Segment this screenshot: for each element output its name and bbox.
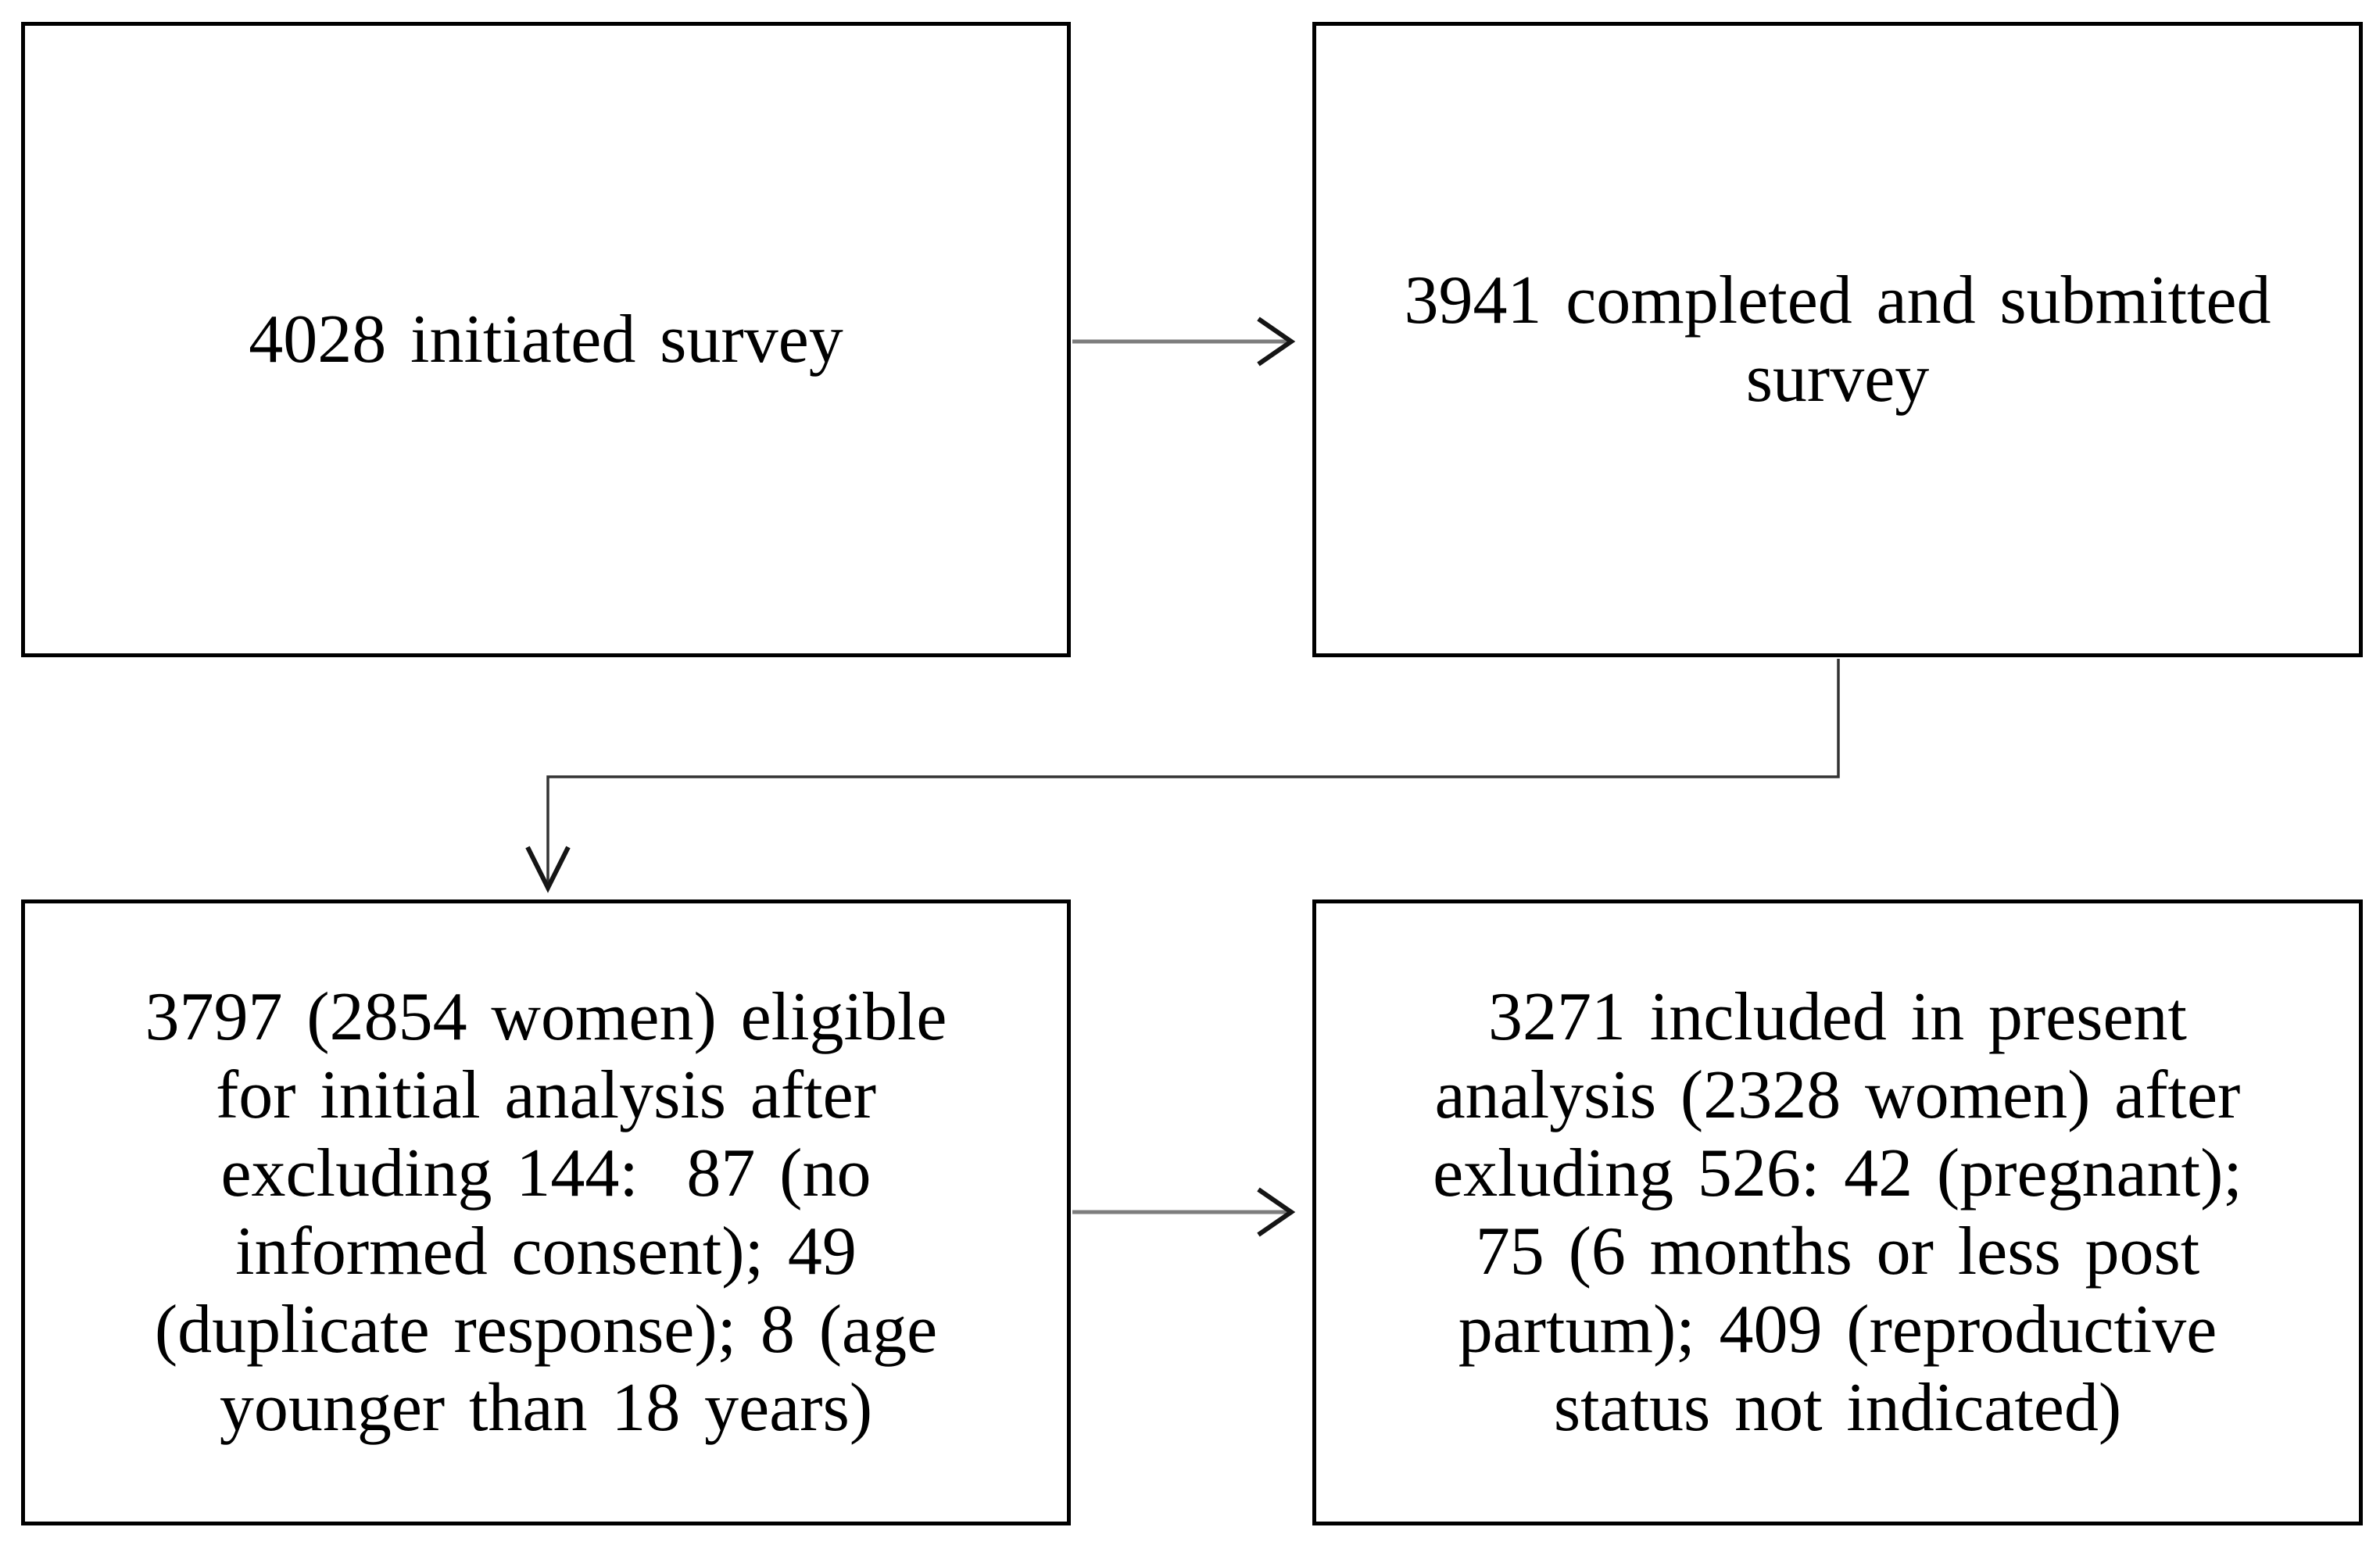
arrow-right-icon: [1257, 1187, 1296, 1237]
arrow-down-icon: [525, 846, 571, 893]
flow-box-included-text: 3271 included in present analysis (2328 …: [1433, 978, 2242, 1446]
arrow-right-icon: [1257, 317, 1296, 367]
connector-elbow-line: [546, 659, 1840, 883]
connector-initiated-to-completed: [1072, 317, 1296, 367]
flow-box-eligible-initial-analysis: 3797 (2854 women) eligible for initial a…: [21, 899, 1071, 1525]
flow-box-initiated-text: 4028 initiated survey: [249, 301, 843, 377]
connector-eligible-to-included: [1072, 1187, 1296, 1237]
flow-box-completed-text: 3941 completed and submitted survey: [1404, 262, 2271, 417]
connector-completed-to-eligible: [525, 659, 1840, 893]
flow-box-initiated-survey: 4028 initiated survey: [21, 22, 1071, 657]
flow-box-eligible-text: 3797 (2854 women) eligible for initial a…: [145, 978, 947, 1446]
flow-box-included-present-analysis: 3271 included in present analysis (2328 …: [1312, 899, 2363, 1525]
flow-box-completed-survey: 3941 completed and submitted survey: [1312, 22, 2363, 657]
